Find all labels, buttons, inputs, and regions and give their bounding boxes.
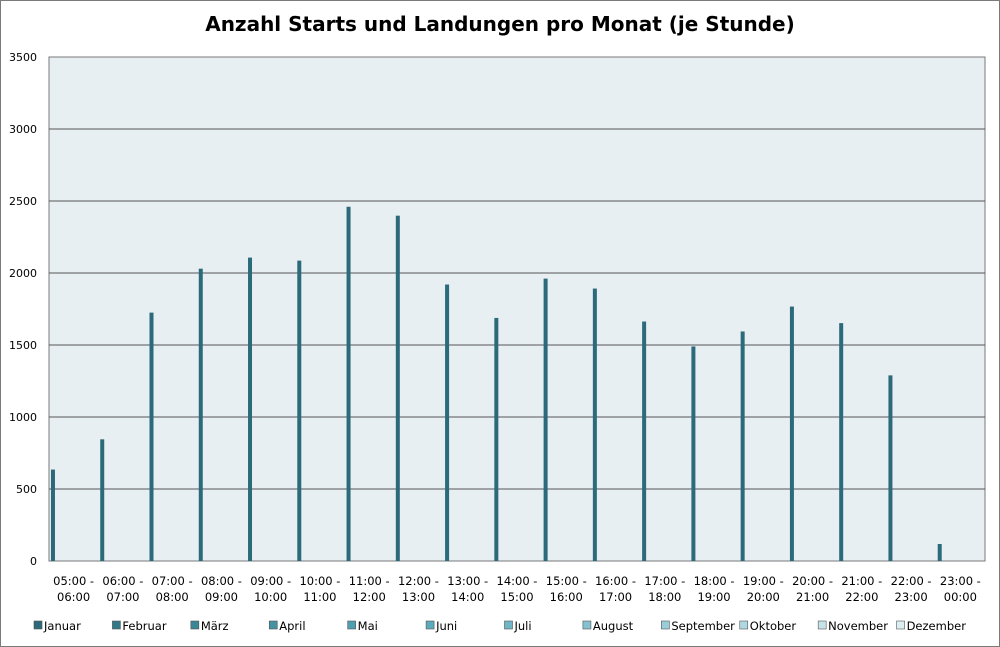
x-tick-label: 09:00 xyxy=(205,590,238,604)
x-tick-label: 12:00 xyxy=(353,590,386,604)
legend-label: September xyxy=(671,619,735,633)
x-tick-label: 23:00 xyxy=(895,590,928,604)
legend-label: Juli xyxy=(514,619,532,633)
x-tick-label: 16:00 xyxy=(550,590,583,604)
legend-label: März xyxy=(201,619,229,633)
x-tick-label: 00:00 xyxy=(944,590,977,604)
x-tick-label: 06:00 xyxy=(57,590,90,604)
bar-januar xyxy=(149,312,154,561)
legend-swatch xyxy=(112,620,121,630)
x-tick-label: 17:00 xyxy=(599,590,632,604)
legend-label: November xyxy=(828,619,888,633)
x-tick-label: 20:00 xyxy=(747,590,780,604)
x-tick-label: 19:00 xyxy=(697,590,730,604)
y-tick-label: 2500 xyxy=(9,195,37,208)
x-tick-label: 11:00 xyxy=(303,590,336,604)
x-tick-label: 07:00 - xyxy=(152,574,193,588)
bar-januar xyxy=(395,215,400,562)
x-tick-label: 20:00 - xyxy=(792,574,833,588)
x-tick-label: 09:00 - xyxy=(250,574,291,588)
y-tick-label: 1000 xyxy=(9,411,37,424)
bar-januar xyxy=(100,439,105,561)
x-tick-label: 21:00 xyxy=(796,590,829,604)
bar-januar xyxy=(839,323,844,561)
chart-title: Anzahl Starts und Landungen pro Monat (j… xyxy=(205,12,795,36)
x-tick-label: 21:00 - xyxy=(841,574,882,588)
bar-januar xyxy=(346,206,351,561)
y-tick-label: 3500 xyxy=(9,51,37,64)
x-tick-label: 22:00 xyxy=(845,590,878,604)
bar-januar xyxy=(445,284,450,561)
x-tick-label: 07:00 xyxy=(106,590,139,604)
legend-label: Oktober xyxy=(750,619,797,633)
bar-januar xyxy=(50,469,55,561)
x-tick-label: 16:00 - xyxy=(595,574,636,588)
bar-januar xyxy=(198,268,203,561)
legend-label: Februar xyxy=(122,619,166,633)
x-tick-label: 12:00 - xyxy=(398,574,439,588)
x-tick-label: 14:00 xyxy=(451,590,484,604)
x-tick-label: 15:00 - xyxy=(546,574,587,588)
legend-label: Juni xyxy=(435,619,457,633)
x-tick-label: 08:00 xyxy=(156,590,189,604)
x-tick-label: 10:00 xyxy=(254,590,287,604)
x-tick-label: 13:00 - xyxy=(447,574,488,588)
bar-januar xyxy=(297,260,302,561)
y-tick-label: 3000 xyxy=(9,123,37,136)
bar-januar xyxy=(543,278,548,561)
x-tick-label: 18:00 xyxy=(648,590,681,604)
legend-swatch xyxy=(347,620,356,630)
legend-label: Mai xyxy=(358,619,378,633)
bar-januar xyxy=(937,544,942,561)
legend-swatch xyxy=(661,620,670,630)
x-tick-label: 14:00 - xyxy=(497,574,538,588)
bar-januar xyxy=(789,306,794,561)
y-tick-label: 500 xyxy=(16,483,37,496)
y-tick-label: 2000 xyxy=(9,267,37,280)
x-tick-label: 11:00 - xyxy=(349,574,390,588)
legend-swatch xyxy=(739,620,749,630)
x-tick-label: 08:00 - xyxy=(201,574,242,588)
legend-swatch xyxy=(190,620,200,630)
bar-januar xyxy=(494,317,499,561)
x-tick-label: 05:00 - xyxy=(53,574,94,588)
x-tick-label: 15:00 xyxy=(500,590,533,604)
legend-swatch xyxy=(268,620,278,630)
legend-label: April xyxy=(279,619,305,633)
legend-label: August xyxy=(593,619,634,633)
x-tick-label: 23:00 - xyxy=(940,574,981,588)
legend-label: Dezember xyxy=(907,619,967,633)
x-tick-label: 06:00 - xyxy=(102,574,143,588)
y-tick-label: 0 xyxy=(30,555,37,568)
legend-swatch xyxy=(33,620,43,630)
x-tick-label: 18:00 - xyxy=(694,574,735,588)
legend-swatch xyxy=(817,620,827,630)
bar-januar xyxy=(248,257,253,561)
legend-swatch xyxy=(582,620,592,630)
bar-januar xyxy=(592,288,597,561)
x-tick-label: 19:00 - xyxy=(743,574,784,588)
bar-januar xyxy=(888,375,893,561)
bar-januar xyxy=(691,346,696,561)
x-tick-label: 17:00 - xyxy=(644,574,685,588)
legend-swatch xyxy=(425,620,435,630)
x-tick-label: 10:00 - xyxy=(299,574,340,588)
plot-area xyxy=(48,56,986,562)
x-tick-label: 13:00 xyxy=(402,590,435,604)
legend-swatch xyxy=(896,620,905,630)
bar-januar xyxy=(740,331,745,561)
legend-swatch xyxy=(504,620,513,630)
bar-januar xyxy=(642,321,647,561)
legend-label: Januar xyxy=(43,619,81,633)
x-tick-label: 22:00 - xyxy=(891,574,932,588)
y-tick-label: 1500 xyxy=(9,339,37,352)
